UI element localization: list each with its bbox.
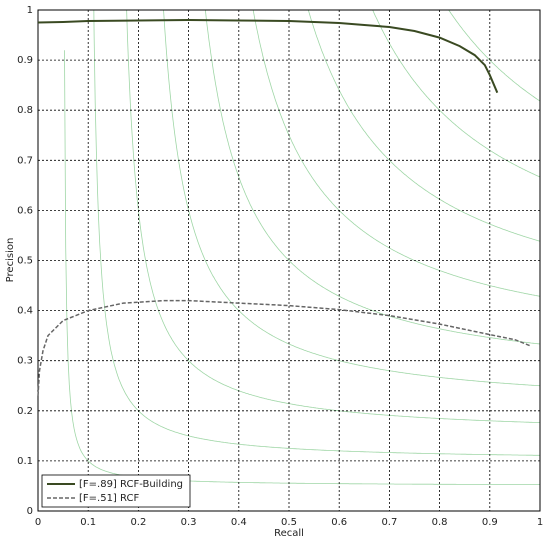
y-tick-label: 0.7: [17, 155, 33, 166]
y-tick-label: 0.5: [17, 256, 33, 267]
x-tick-label: 0: [35, 517, 41, 528]
y-tick-label: 0: [27, 506, 33, 517]
x-tick-label: 0.4: [231, 517, 247, 528]
x-tick-label: 0.6: [331, 517, 347, 528]
iso-f-curve: [93, 10, 540, 456]
y-axis-label: Precision: [5, 238, 16, 283]
series-line: [37, 18, 499, 94]
y-tick-label: 0.3: [17, 356, 33, 367]
iso-f-curve: [204, 10, 540, 345]
y-tick-label: 0.9: [17, 55, 33, 66]
x-tick-label: 0.1: [80, 517, 96, 528]
y-tick-label: 0.4: [17, 306, 33, 317]
iso-f-curve: [163, 10, 540, 387]
legend-label: [F=.89] RCF-Building: [79, 479, 183, 490]
y-tick-label: 0.2: [17, 406, 33, 417]
legend-box: [41, 474, 191, 508]
x-tick-label: 0.2: [130, 517, 146, 528]
legend-label: [F=.51] RCF: [79, 493, 139, 504]
x-tick-label: 0.3: [181, 517, 197, 528]
iso-f-curve: [126, 10, 540, 423]
iso-f-curve: [448, 10, 540, 102]
x-axis-label: Recall: [274, 528, 304, 539]
iso-f-curve: [372, 10, 540, 178]
x-tick-label: 0.9: [482, 517, 498, 528]
x-tick-label: 0.7: [381, 517, 397, 528]
y-tick-label: 0.6: [17, 205, 33, 216]
x-tick-label: 0.5: [281, 517, 297, 528]
y-tick-label: 0.1: [17, 456, 33, 467]
series-line: [37, 299, 531, 396]
x-tick-label: 0.8: [432, 517, 448, 528]
y-tick-label: 0.8: [17, 105, 33, 116]
iso-f-curve: [307, 10, 540, 242]
plot-frame: [37, 9, 541, 512]
y-tick-label: 1: [27, 5, 33, 16]
x-tick-label: 1: [537, 517, 543, 528]
